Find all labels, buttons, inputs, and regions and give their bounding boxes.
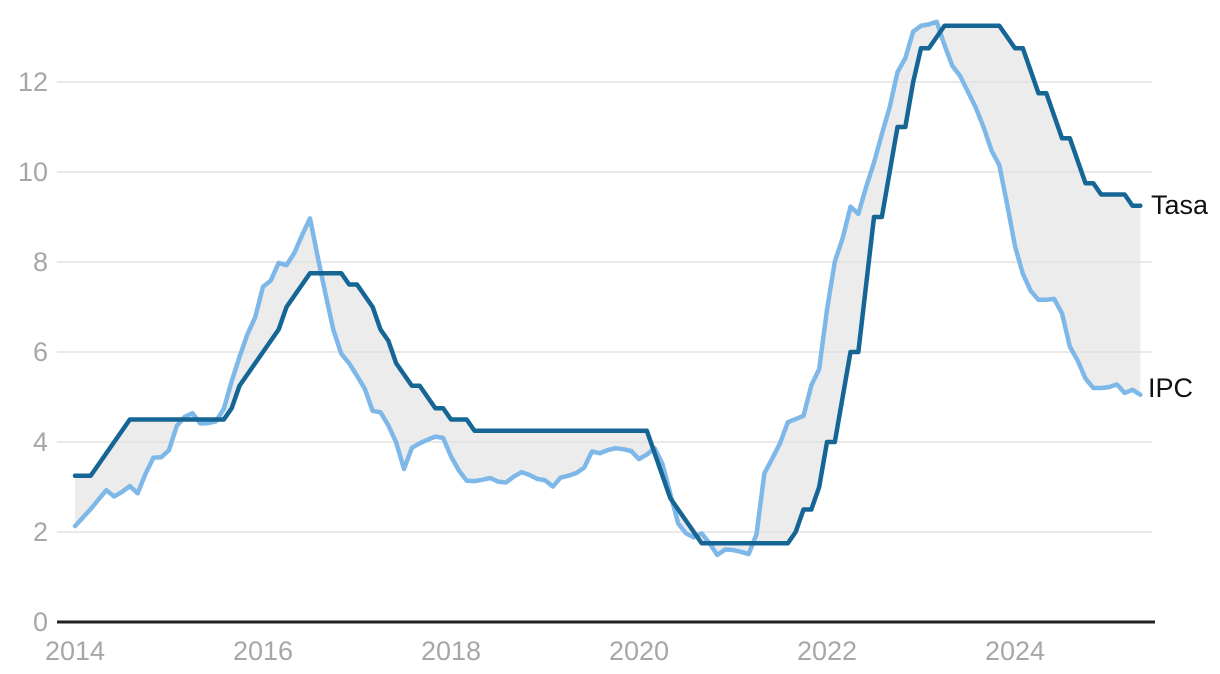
y-tick-label: 6 (33, 337, 48, 367)
x-tick-label: 2020 (609, 636, 669, 666)
x-tick-label: 2016 (233, 636, 293, 666)
y-tick-label: 4 (33, 427, 48, 457)
x-tick-label: 2022 (797, 636, 857, 666)
x-tick-label: 2024 (985, 636, 1045, 666)
ipc-line (72, 19, 1143, 558)
y-tick-label: 12 (18, 67, 48, 97)
band-area (75, 21, 1141, 555)
x-tick-label: 2014 (45, 636, 105, 666)
y-tick-label: 2 (33, 517, 48, 547)
tasa-series-label: Tasa (1151, 190, 1209, 220)
y-tick-label: 8 (33, 247, 48, 277)
y-tick-label: 10 (18, 157, 48, 187)
x-tick-label: 2018 (421, 636, 481, 666)
y-tick-label: 0 (33, 607, 48, 637)
tasa-line (72, 23, 1143, 546)
ipc-series-label: IPC (1148, 373, 1194, 403)
